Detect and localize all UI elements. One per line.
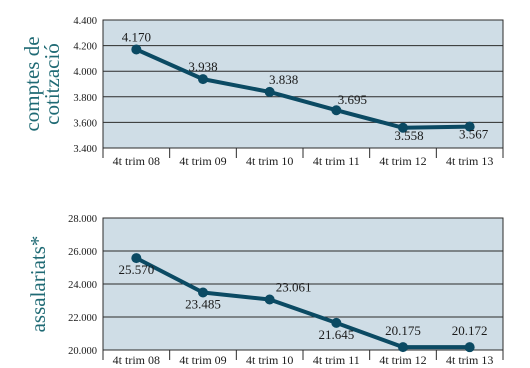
x-tick-label: 4t trim 10 xyxy=(246,353,293,367)
data-label: 23.061 xyxy=(276,279,312,294)
data-label: 20.175 xyxy=(385,323,421,338)
y-tick-label: 28.000 xyxy=(68,214,97,225)
data-label: 3.695 xyxy=(338,92,367,107)
data-point xyxy=(198,287,208,298)
x-tick-label: 4t trim 13 xyxy=(446,353,493,367)
y-tick-label: 26.000 xyxy=(68,247,97,258)
data-point xyxy=(198,74,208,85)
x-tick-label: 4t trim 08 xyxy=(113,154,160,168)
series-line xyxy=(134,256,472,350)
data-point xyxy=(131,253,142,264)
x-tick-label: 4t trim 13 xyxy=(446,154,493,168)
x-tick-label: 4t trim 10 xyxy=(246,154,293,168)
y-axis-title-line: assalariats* xyxy=(26,236,50,333)
data-label: 3.567 xyxy=(459,127,489,142)
x-tick-label: 4t trim 12 xyxy=(379,353,426,367)
y-tick-label: 3.600 xyxy=(73,118,97,129)
data-label: 21.645 xyxy=(318,327,354,342)
data-point xyxy=(331,105,342,116)
x-tick-label: 4t trim 09 xyxy=(179,154,226,168)
data-label: 4.170 xyxy=(122,29,151,44)
y-axis-title-line: cotització xyxy=(40,43,64,125)
data-label: 20.172 xyxy=(452,323,488,338)
y-tick-label: 4.200 xyxy=(73,42,97,53)
y-tick-label: 4.400 xyxy=(73,16,97,27)
x-tick-label: 4t trim 09 xyxy=(179,353,226,367)
data-point xyxy=(264,294,275,305)
data-label: 3.558 xyxy=(394,128,423,143)
y-axis-title: assalariats* xyxy=(26,236,50,333)
x-tick-label: 4t trim 11 xyxy=(313,154,360,168)
data-point xyxy=(398,342,408,353)
series-line xyxy=(134,47,472,130)
y-tick-label: 3.400 xyxy=(73,144,97,155)
y-tick-label: 24.000 xyxy=(68,280,97,291)
data-label: 3.938 xyxy=(188,59,217,74)
data-label: 23.485 xyxy=(185,296,221,311)
y-tick-label: 22.000 xyxy=(68,313,97,324)
x-tick-label: 4t trim 08 xyxy=(113,353,160,367)
data-point xyxy=(264,86,275,97)
y-tick-label: 20.000 xyxy=(68,346,97,357)
data-point xyxy=(464,342,475,353)
data-point xyxy=(464,121,475,132)
y-tick-label: 4.000 xyxy=(73,67,97,78)
data-label: 25.570 xyxy=(118,262,154,277)
y-tick-label: 3.800 xyxy=(73,93,97,104)
data-point xyxy=(398,122,408,133)
data-point xyxy=(131,44,142,55)
data-point xyxy=(331,317,342,328)
data-label: 3.838 xyxy=(269,72,298,87)
y-axis-title-line: comptes de xyxy=(20,36,44,131)
x-tick-label: 4t trim 12 xyxy=(379,154,426,168)
x-tick-label: 4t trim 11 xyxy=(313,353,360,367)
